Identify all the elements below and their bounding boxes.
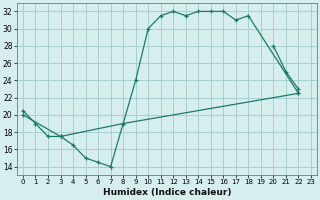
X-axis label: Humidex (Indice chaleur): Humidex (Indice chaleur) — [103, 188, 231, 197]
